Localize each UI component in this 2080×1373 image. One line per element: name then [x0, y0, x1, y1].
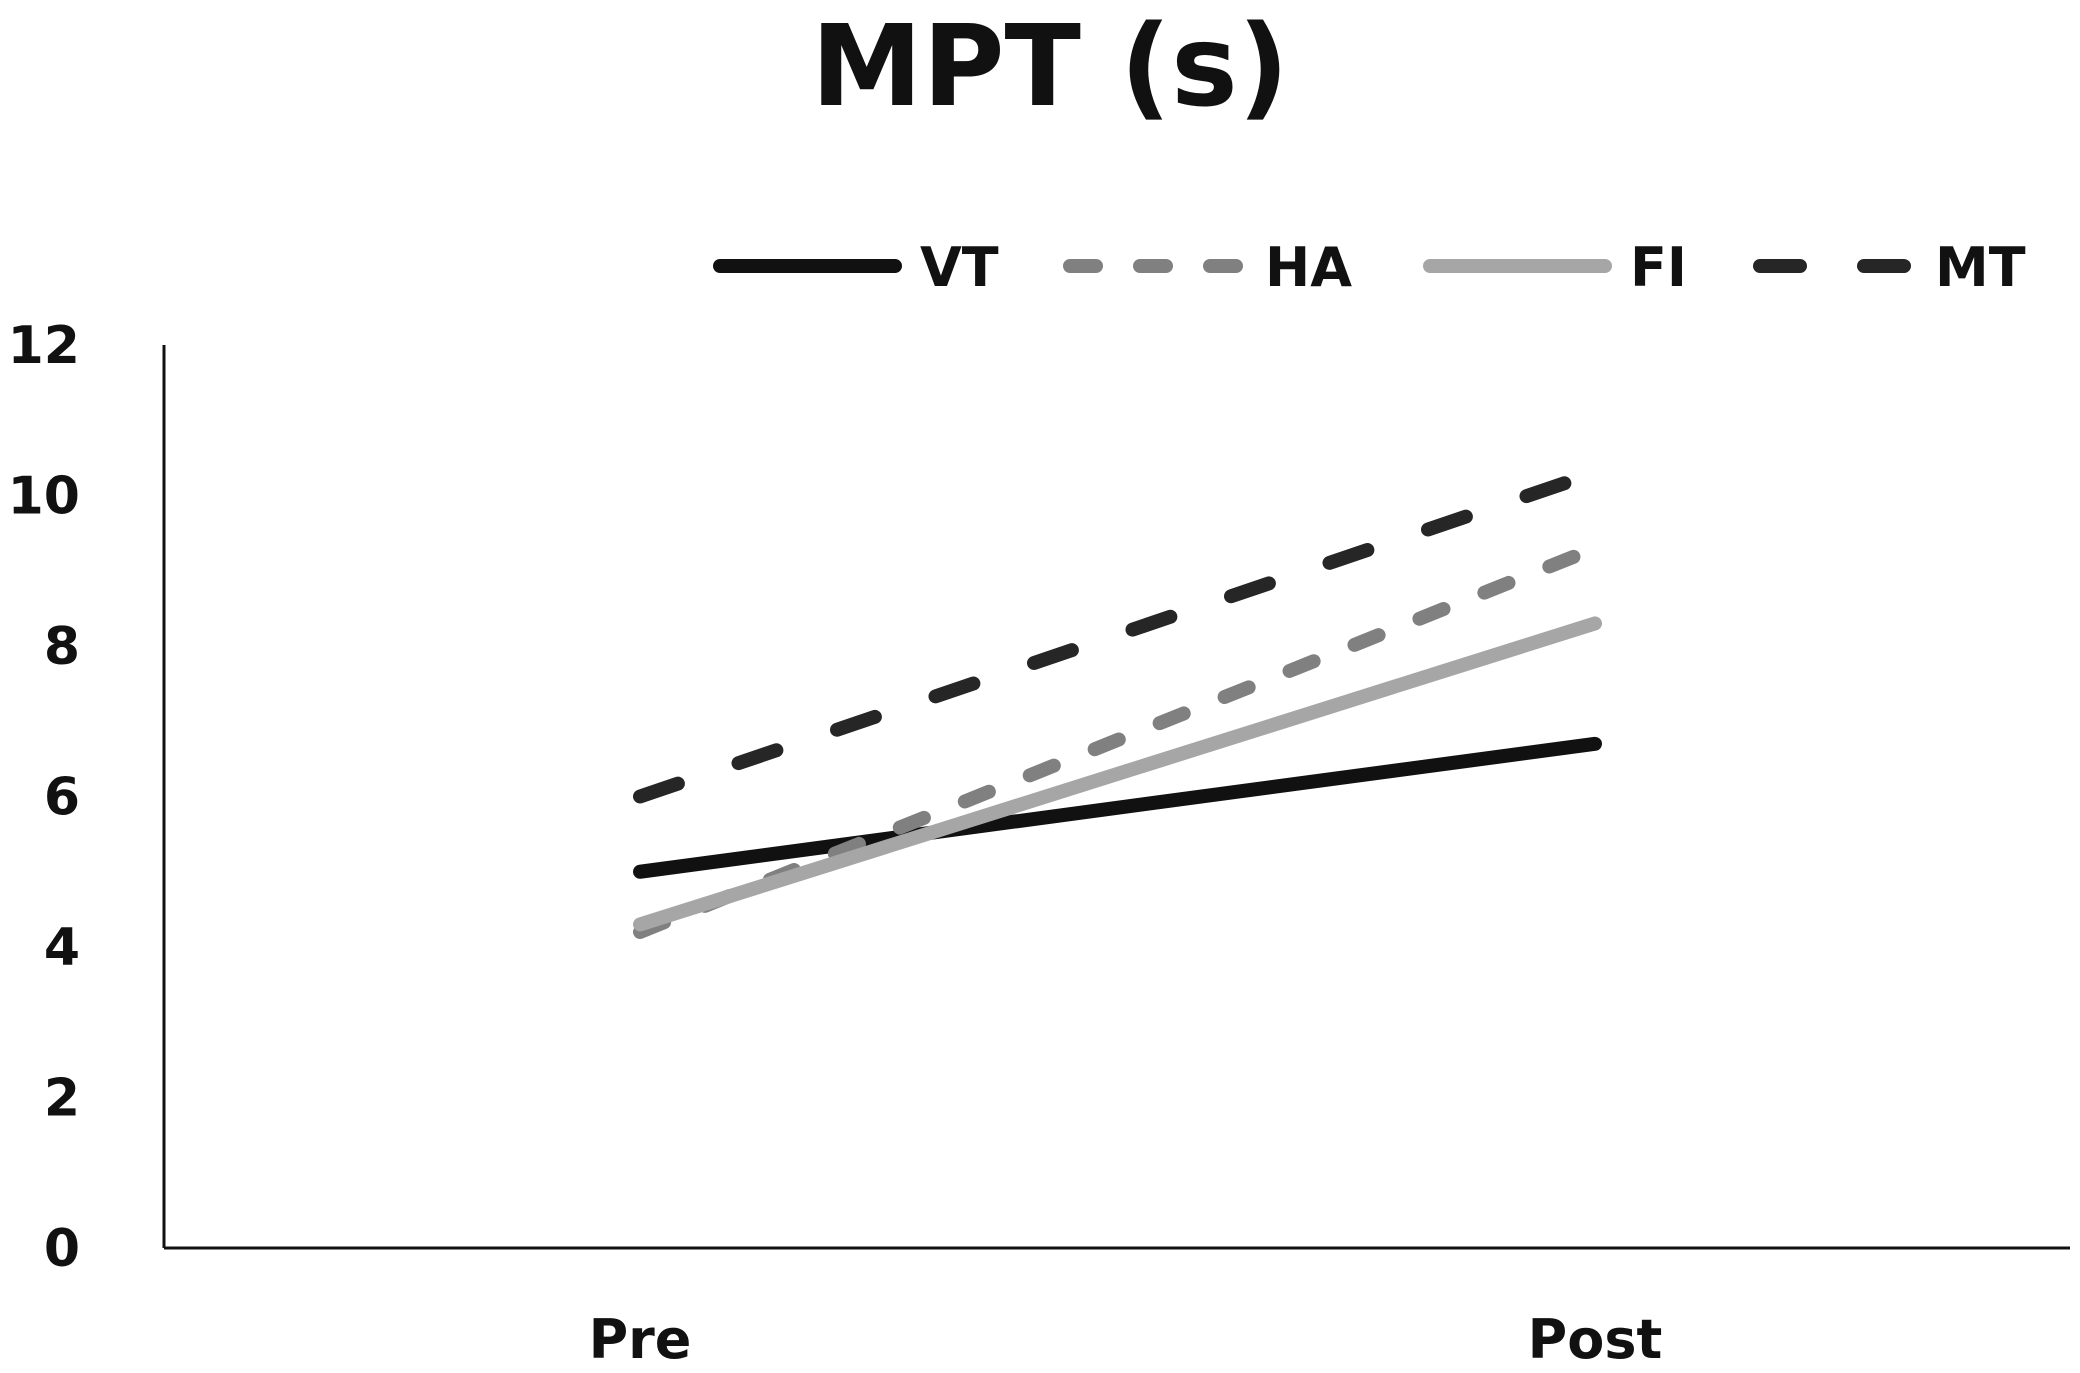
- y-tick-label-4: 4: [44, 918, 80, 978]
- x-axis: Pre Post: [164, 1246, 2070, 1371]
- series-line-vt: [633, 736, 1602, 879]
- legend-label-mt: MT: [1935, 236, 2026, 299]
- y-axis: 0 2 4 6 8 10 12: [8, 316, 166, 1279]
- y-tick-label-8: 8: [44, 617, 80, 677]
- chart-title: MPT (s): [811, 2, 1289, 132]
- legend: VT HA FI MT: [713, 236, 2026, 299]
- y-tick-label-2: 2: [44, 1069, 80, 1129]
- y-tick-label-6: 6: [44, 768, 80, 828]
- series-group: [633, 465, 1602, 939]
- series-line-mt: [633, 465, 1602, 804]
- series-line-fi: [633, 616, 1602, 932]
- legend-label-fi: FI: [1630, 236, 1687, 299]
- y-tick-label-10: 10: [8, 467, 80, 527]
- legend-label-ha: HA: [1265, 236, 1352, 299]
- x-tick-label-post: Post: [1528, 1308, 1663, 1371]
- y-tick-label-12: 12: [8, 316, 80, 376]
- x-tick-label-pre: Pre: [589, 1308, 692, 1371]
- legend-label-vt: VT: [920, 236, 999, 299]
- y-tick-label-0: 0: [44, 1219, 80, 1279]
